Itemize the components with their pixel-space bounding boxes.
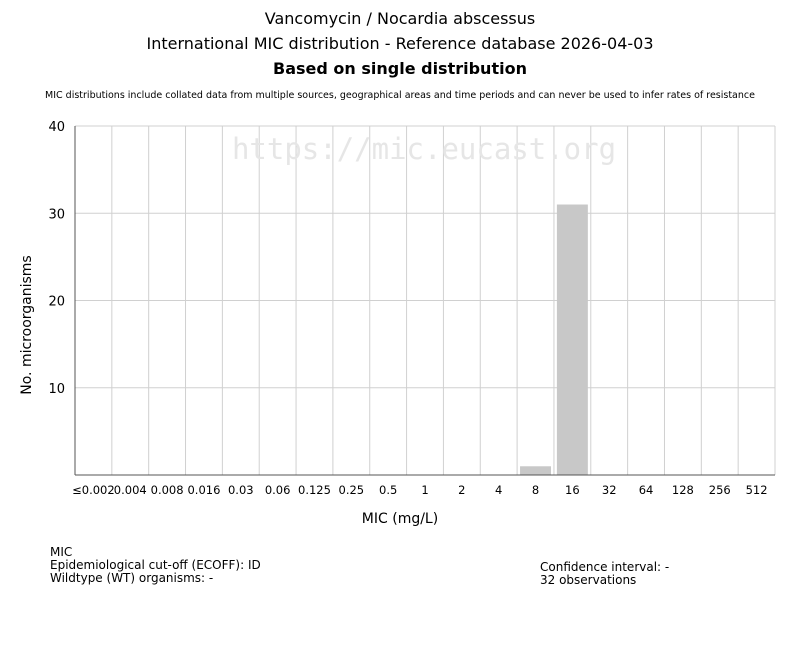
x-tick-label: 0.016: [187, 483, 220, 497]
y-tick-label: 40: [48, 120, 65, 135]
disclaimer-text: MIC distributions include collated data …: [45, 90, 755, 101]
x-tick-label: ≤0.002: [72, 483, 115, 497]
x-tick-label: 4: [495, 483, 502, 497]
footer-right: Confidence interval: - 32 observations: [540, 561, 669, 587]
chart-title: Vancomycin / Nocardia abscessus: [264, 9, 536, 28]
chart-subtitle: International MIC distribution - Referen…: [146, 34, 654, 53]
x-tick-label: 0.03: [228, 483, 254, 497]
x-tick-label: 8: [532, 483, 539, 497]
x-tick-label: 0.004: [114, 483, 147, 497]
x-tick-label: 256: [709, 483, 731, 497]
y-tick-label: 30: [48, 207, 65, 222]
x-axis-label: MIC (mg/L): [362, 511, 438, 527]
x-tick-label: 1: [421, 483, 428, 497]
x-tick-label: 0.008: [151, 483, 184, 497]
y-axis-label: No. microorganisms: [19, 255, 35, 394]
footer-mic-label: MIC: [50, 545, 73, 559]
y-tick-label: 20: [48, 295, 65, 310]
x-tick-label: 32: [602, 483, 617, 497]
x-tick-label: 0.125: [298, 483, 331, 497]
bar-layer: [520, 204, 588, 475]
x-tick-label: 64: [639, 483, 654, 497]
x-tick-label: 0.5: [379, 483, 397, 497]
watermark-text: https://mic.eucast.org: [232, 132, 616, 166]
bar-8: [520, 466, 551, 475]
x-tick-label: 16: [565, 483, 580, 497]
x-tick-label: 0.06: [265, 483, 291, 497]
bar-16: [556, 204, 588, 475]
y-tick-label: 10: [48, 382, 65, 397]
ecoff-text: Epidemiological cut-off (ECOFF): ID: [50, 558, 261, 572]
axis-layer: 10 20 30 40 ≤0.002 0.004 0.008 0.016 0.03 0.06 0.1…: [48, 120, 775, 497]
confidence-interval-text: Confidence interval: -: [540, 560, 670, 574]
grid-layer: [75, 125, 776, 475]
footer-left: MIC Epidemiological cut-off (ECOFF): ID …: [50, 546, 261, 585]
x-tick-label: 512: [746, 483, 768, 497]
x-tick-label: 0.25: [339, 483, 365, 497]
wildtype-text: Wildtype (WT) organisms: -: [50, 571, 214, 585]
distribution-basis: Based on single distribution: [273, 59, 527, 78]
observations-text: 32 observations: [540, 573, 637, 587]
x-tick-label: 2: [458, 483, 465, 497]
x-tick-label: 128: [672, 483, 694, 497]
